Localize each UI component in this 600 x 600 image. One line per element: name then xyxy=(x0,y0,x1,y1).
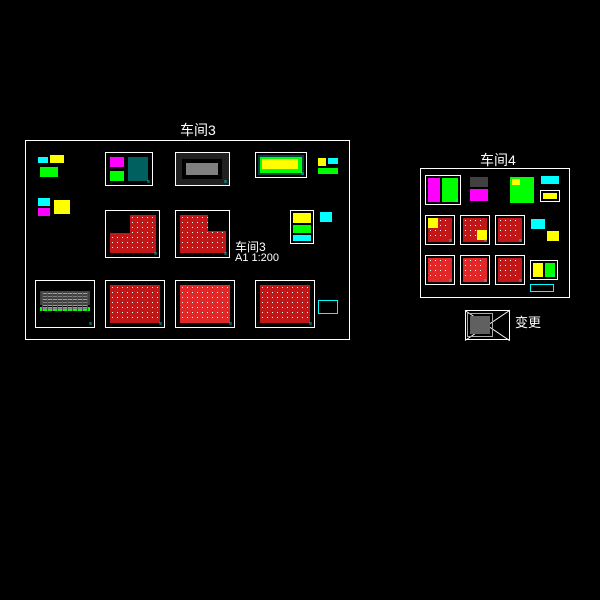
g1-thumb-11[interactable]: ≡ xyxy=(105,280,165,328)
g2-thumb-1[interactable] xyxy=(468,175,490,203)
g2-thumb-5-fill-1 xyxy=(428,218,438,228)
title-block: ≡ xyxy=(224,252,227,256)
title-block: ≡ xyxy=(224,180,227,184)
title-block: ≡ xyxy=(229,322,232,326)
g1-thumb-5-fill-2 xyxy=(38,208,50,216)
g1-thumb-13[interactable]: ≡ xyxy=(255,280,315,328)
g1-thumb-2-fill-1 xyxy=(186,163,218,175)
g1-thumb-5[interactable] xyxy=(35,195,75,219)
g1-thumb-5-fill-0 xyxy=(38,198,50,206)
g1-thumb-7[interactable]: ≡ xyxy=(175,210,230,258)
g2-thumb-2[interactable] xyxy=(508,175,536,205)
g2-thumb-11[interactable]: ≡ xyxy=(495,255,525,285)
g2-thumb-9[interactable]: ≡ xyxy=(425,255,455,285)
g1-thumb-9-fill-0 xyxy=(320,212,332,222)
group2-title: 车间4 xyxy=(480,150,516,170)
g2-thumb-1-fill-1 xyxy=(470,189,488,201)
subgroup-label: 变更 xyxy=(515,312,541,331)
g1-thumb-8[interactable] xyxy=(290,210,314,244)
g1-thumb-10[interactable]: ≡ xyxy=(35,280,95,328)
g1-thumb-1-fill-2 xyxy=(110,171,124,181)
g1-thumb-3[interactable]: ≡ xyxy=(255,152,307,178)
g1-thumb-2[interactable]: ≡ xyxy=(175,152,230,186)
g2-thumb-3-fill-0 xyxy=(541,176,559,184)
g1-thumb-7-fill-1 xyxy=(208,215,226,231)
g1-thumb-5-fill-1 xyxy=(54,200,70,214)
g2-thumb-4[interactable] xyxy=(540,190,560,202)
g2-thumb-12-fill-0 xyxy=(533,263,543,277)
g1-thumb-0-fill-0 xyxy=(38,157,48,163)
title-block: ≡ xyxy=(449,279,452,283)
g1-thumb-4-fill-2 xyxy=(318,168,338,174)
title-block: ≡ xyxy=(147,180,150,184)
title-block: ≡ xyxy=(455,199,458,203)
g1-thumb-0-fill-1 xyxy=(50,155,64,163)
title-block: ≡ xyxy=(484,279,487,283)
title-block: ≡ xyxy=(309,322,312,326)
g1-thumb-4[interactable] xyxy=(315,155,341,177)
g1-thumb-14[interactable] xyxy=(318,300,338,314)
title-block: ≡ xyxy=(552,274,555,278)
g2-thumb-8[interactable] xyxy=(530,218,560,242)
group1-center-label-2: A1 1:200 xyxy=(235,252,279,264)
g1-thumb-1-fill-1 xyxy=(128,157,148,181)
g1-thumb-1-fill-0 xyxy=(110,157,124,167)
g2-thumb-2-fill-1 xyxy=(512,179,520,185)
group1-title: 车间3 xyxy=(180,120,216,140)
g2-thumb-10[interactable]: ≡ xyxy=(460,255,490,285)
cad-canvas: 车间3 车间3 A1 1:200 车间4 变更 ≡≡≡≡≡≡≡≡≡≡≡≡≡≡≡≡… xyxy=(0,0,600,600)
g2-thumb-0[interactable]: ≡ xyxy=(425,175,461,205)
title-block: ≡ xyxy=(484,239,487,243)
g1-thumb-3-fill-2 xyxy=(262,159,298,169)
g1-thumb-0[interactable] xyxy=(35,152,75,182)
g1-thumb-8-fill-1 xyxy=(293,225,311,233)
title-block: ≡ xyxy=(449,239,452,243)
g2-thumb-3[interactable] xyxy=(540,175,560,185)
g2-thumb-4-fill-0 xyxy=(543,193,557,199)
title-block: ≡ xyxy=(89,322,92,326)
g1-thumb-8-fill-2 xyxy=(293,235,311,241)
g2-thumb-6[interactable]: ≡ xyxy=(460,215,490,245)
title-block: ≡ xyxy=(519,279,522,283)
g2-thumb-8-fill-1 xyxy=(547,231,559,241)
g2-thumb-13[interactable] xyxy=(530,284,554,292)
g1-thumb-4-fill-1 xyxy=(328,158,338,164)
g1-thumb-9[interactable] xyxy=(318,210,334,224)
g1-thumb-6[interactable]: ≡ xyxy=(105,210,160,258)
g2-thumb-1-fill-0 xyxy=(470,177,488,187)
g2-thumb-0-fill-0 xyxy=(428,178,440,202)
subgroup-thumb[interactable] xyxy=(467,313,493,337)
title-block: ≡ xyxy=(519,239,522,243)
title-block: ≡ xyxy=(154,252,157,256)
g2-thumb-7[interactable]: ≡ xyxy=(495,215,525,245)
g2-thumb-8-fill-0 xyxy=(531,219,545,229)
g2-thumb-12[interactable]: ≡ xyxy=(530,260,558,280)
g1-thumb-8-fill-0 xyxy=(293,213,311,223)
title-block: ≡ xyxy=(301,172,304,176)
g2-thumb-5[interactable]: ≡ xyxy=(425,215,455,245)
title-block: ≡ xyxy=(159,322,162,326)
g1-thumb-1[interactable]: ≡ xyxy=(105,152,153,186)
g1-thumb-6-fill-1 xyxy=(110,215,130,233)
g1-thumb-4-fill-0 xyxy=(318,158,326,166)
g1-thumb-12[interactable]: ≡ xyxy=(175,280,235,328)
g1-thumb-0-fill-2 xyxy=(40,167,58,177)
